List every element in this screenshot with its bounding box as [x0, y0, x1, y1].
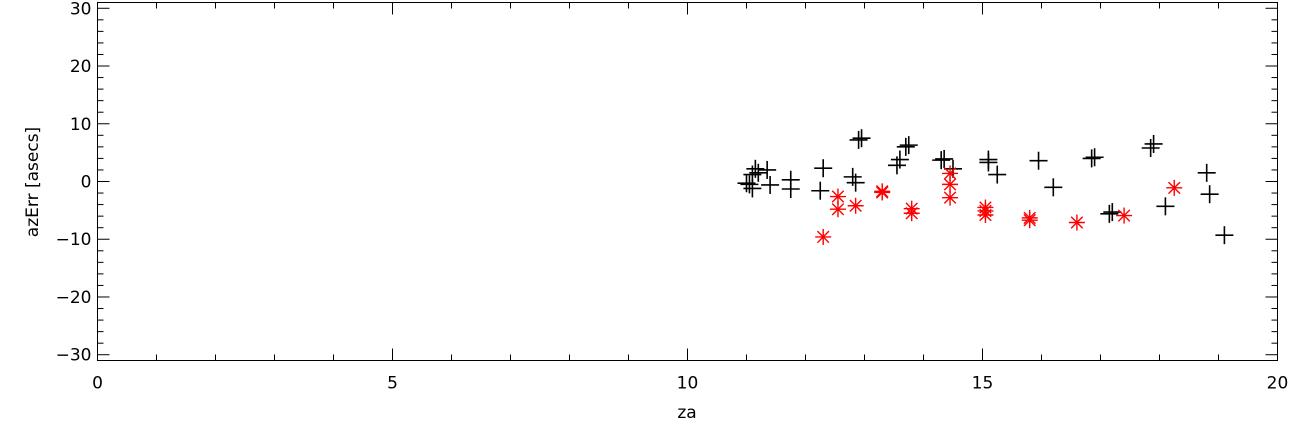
asterisk-marker	[847, 197, 864, 214]
plus-marker	[1144, 134, 1163, 153]
plus-marker	[811, 181, 830, 200]
asterisk-marker	[942, 165, 959, 182]
plus-marker	[814, 159, 833, 178]
y-tick-label: 20	[70, 57, 92, 77]
plus-marker	[1029, 151, 1048, 170]
y-tick-label: −20	[56, 288, 92, 308]
axis-tick-labels: 0 5 10 15 20 −30 −20 −10 0 10 20 30	[56, 0, 1289, 394]
asterisk-marker	[942, 189, 959, 206]
plus-marker	[979, 153, 998, 172]
plus-marker	[1197, 163, 1216, 182]
asterisk-marker	[1116, 207, 1133, 224]
plus-marker	[988, 165, 1007, 184]
plus-marker	[935, 149, 954, 168]
y-tick-label: −10	[56, 230, 92, 250]
asterisk-marker	[829, 201, 846, 218]
y-tick-label: 10	[70, 115, 92, 135]
axis-ticks	[97, 2, 1278, 361]
plus-marker	[899, 136, 918, 155]
asterisk-marker	[1166, 179, 1183, 196]
y-axis-label: azErr [asecs]	[23, 127, 43, 237]
x-tick-label: 15	[972, 374, 994, 394]
plus-marker	[1082, 149, 1101, 168]
x-axis-label: za	[677, 403, 696, 423]
plus-marker	[740, 175, 759, 194]
data-markers	[737, 129, 1234, 245]
y-tick-label: 30	[70, 0, 92, 19]
plus-marker	[758, 160, 777, 179]
x-tick-label: 5	[387, 374, 398, 394]
plus-marker	[849, 130, 868, 149]
plus-marker	[1085, 148, 1104, 167]
plus-marker	[746, 159, 765, 178]
asterisk-marker	[1068, 214, 1085, 231]
plus-marker	[749, 163, 768, 182]
plus-marker	[761, 175, 780, 194]
y-tick-label: −30	[56, 346, 92, 366]
plus-marker	[1156, 197, 1175, 216]
asterisk-marker	[1021, 212, 1038, 229]
plus-marker	[1141, 139, 1160, 158]
plus-marker	[932, 151, 951, 170]
plus-marker	[944, 159, 962, 178]
plus-marker	[1100, 204, 1119, 223]
plus-marker	[896, 137, 915, 156]
plus-marker	[1103, 203, 1122, 222]
asterisk-marker	[874, 184, 891, 201]
plus-marker	[852, 129, 871, 148]
plot-frame	[97, 2, 1278, 361]
plus-marker	[1200, 185, 1219, 204]
plus-marker	[743, 179, 762, 198]
y-tick-label: 0	[81, 173, 92, 193]
plus-marker	[890, 150, 909, 169]
x-tick-label: 20	[1267, 374, 1289, 394]
x-tick-label: 10	[677, 374, 699, 394]
x-tick-label: 0	[92, 374, 103, 394]
asterisk-marker	[977, 202, 994, 219]
asterisk-marker	[903, 205, 920, 222]
plus-marker	[781, 180, 800, 199]
plus-marker	[1044, 178, 1063, 197]
plus-marker	[1215, 226, 1234, 245]
plus-marker	[846, 173, 865, 192]
asterisk-marker	[815, 228, 832, 245]
